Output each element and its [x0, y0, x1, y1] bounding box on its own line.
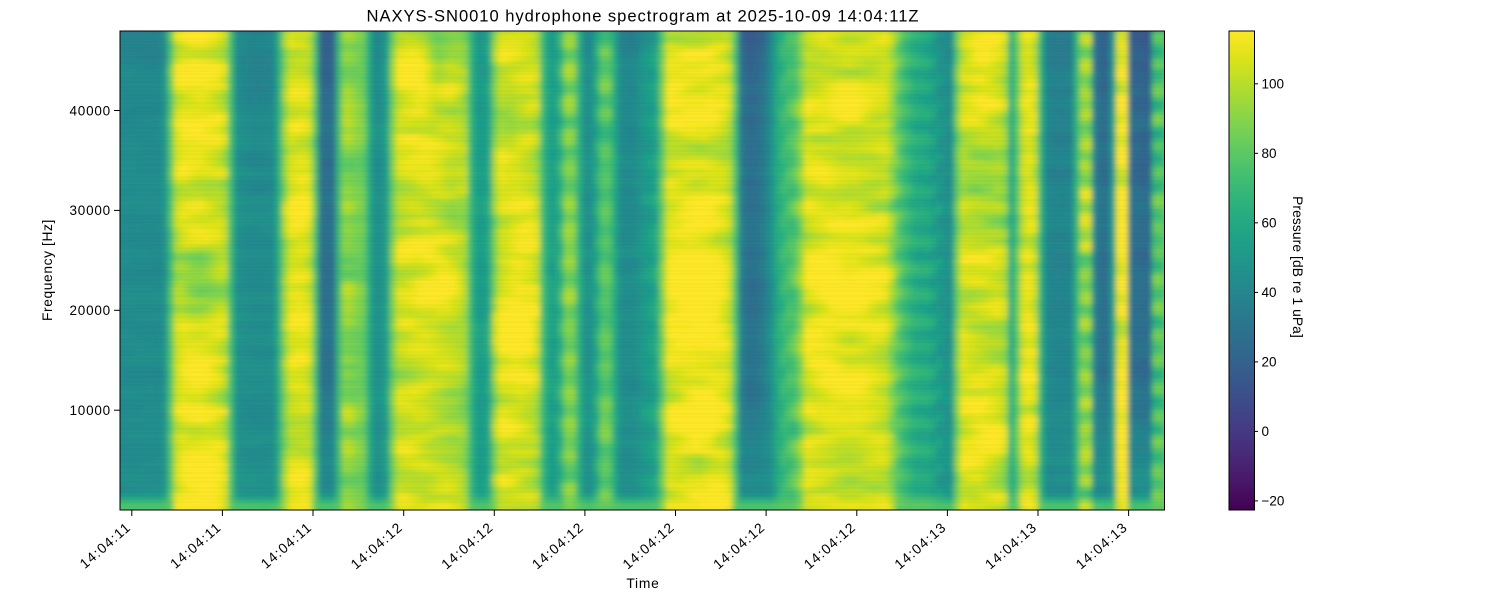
svg-text:40: 40 [1262, 285, 1277, 300]
svg-text:80: 80 [1262, 146, 1277, 161]
svg-text:30000: 30000 [69, 203, 111, 218]
svg-text:20: 20 [1262, 355, 1277, 370]
svg-text:NAXYS-SN0010 hydrophone spectr: NAXYS-SN0010 hydrophone spectrogram at 2… [367, 7, 920, 26]
svg-text:10000: 10000 [69, 403, 111, 418]
svg-text:60: 60 [1262, 216, 1277, 231]
svg-text:0: 0 [1262, 424, 1270, 439]
svg-text:20000: 20000 [69, 303, 111, 318]
svg-text:−20: −20 [1262, 494, 1285, 509]
svg-text:Frequency [Hz]: Frequency [Hz] [40, 219, 55, 321]
svg-text:100: 100 [1262, 77, 1285, 92]
svg-text:Time: Time [626, 576, 659, 591]
svg-text:Pressure [dB re 1 uPa]: Pressure [dB re 1 uPa] [1290, 196, 1305, 338]
svg-text:40000: 40000 [69, 103, 111, 118]
